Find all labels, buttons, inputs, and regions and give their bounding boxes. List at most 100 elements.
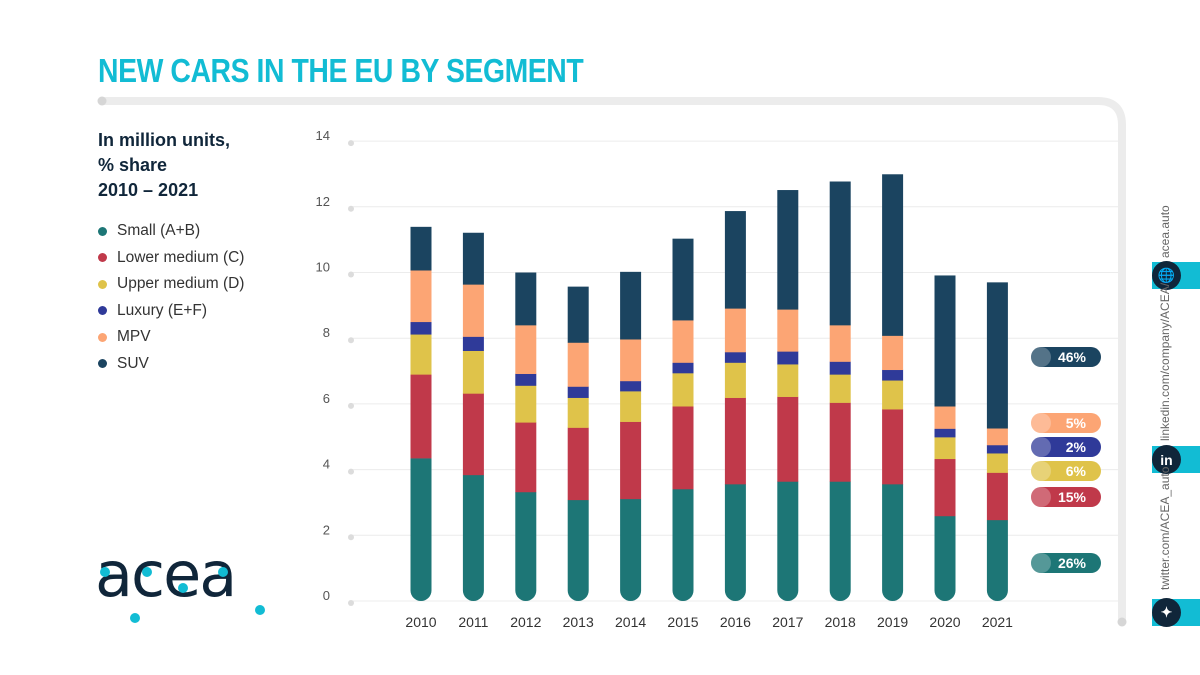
bar-segment [462,393,484,476]
share-pill: 2% [1031,437,1101,457]
legend-label: SUV [117,354,149,372]
legend-label: Lower medium (C) [117,248,245,266]
bar-segment [777,481,799,601]
bar-stack-2017 [777,190,799,601]
bar-segment [777,309,799,352]
bar-segment [620,271,642,340]
bar-segment [620,498,642,601]
globe-icon: 🌐 [1152,261,1181,290]
bar-segment [777,364,799,397]
bar-segment [986,453,1008,473]
bar-segment [934,437,956,460]
bar-segment [829,181,851,326]
bar-segment [515,373,537,386]
bar-segment [410,226,432,271]
bar-segment [829,325,851,362]
bar-stack-2019 [882,174,904,601]
legend: Small (A+B) Lower medium (C) Upper medium … [98,218,244,377]
x-tick-label: 2021 [982,614,1013,630]
bar-segment [672,238,694,321]
tick-dot [348,534,354,541]
legend-dot-icon [98,253,107,263]
bar-segment [829,374,851,403]
legend-label: Upper medium (D) [117,275,245,293]
bar-segment [515,422,537,493]
bar-segment [882,484,904,601]
share-pill: 15% [1031,487,1101,507]
legend-label: Luxury (E+F) [117,301,208,319]
bar-stack-2018 [829,181,851,601]
bar-segment [777,351,799,365]
bar-segment [567,386,589,398]
bar-stack-2021 [986,282,1008,601]
y-tick-label: 2 [323,522,330,537]
twitter-link[interactable]: ✦ [1152,598,1200,627]
linkedin-text[interactable]: linkedin.com/company/ACEA/ [1158,282,1172,441]
legend-dot-icon [98,306,107,316]
linkedin-link[interactable]: in [1152,445,1200,474]
subtitle: In million units, % share 2010 – 2021 [98,128,230,203]
bar-segment [986,428,1008,446]
share-label: 15% [1058,489,1087,505]
legend-item: Luxury (E+F) [98,298,244,325]
frame-dot [97,96,107,106]
bar-segment [672,320,694,363]
y-tick-label: 6 [323,391,330,406]
bar-segment [620,421,642,500]
share-pill: 5% [1031,413,1101,433]
tick-dot [348,337,354,344]
bar-segment [829,481,851,601]
website-text[interactable]: acea.auto [1158,205,1172,258]
tick-dot [348,402,354,409]
bar-segment [462,474,484,601]
x-tick-label: 2020 [929,614,960,630]
bar-segment [934,515,956,601]
bar-segment [620,339,642,382]
bar-segment [410,374,432,459]
x-tick-label: 2014 [615,614,646,630]
x-tick-label: 2018 [825,614,856,630]
linkedin-icon: in [1152,445,1181,474]
bar-segment [934,428,956,438]
bar-segment [567,427,589,501]
svg-text:acea: acea [95,548,235,611]
legend-dot-icon [98,226,107,236]
bar-segment [724,362,746,398]
bar-stack-2012 [515,272,537,601]
bar-segment [462,284,484,337]
legend-item: Upper medium (D) [98,271,244,298]
bar-segment [724,351,746,363]
frame-dot [1117,617,1127,627]
bar-segment [515,325,537,374]
legend-dot-icon [98,332,107,342]
website-link[interactable]: 🌐 [1152,261,1200,290]
y-tick-label: 4 [323,457,330,472]
bar-segment [882,369,904,381]
bar-segment [567,499,589,601]
bar-segment [515,491,537,601]
bar-segment [724,397,746,485]
bar-stack-2020 [934,275,956,601]
bar-segment [410,270,432,323]
bar-segment [567,397,589,428]
legend-dot-icon [98,279,107,289]
bar-segment [515,385,537,423]
tick-dot [348,600,354,606]
bar-segment [882,174,904,336]
share-pill: 46% [1031,347,1101,367]
bar-segment [986,444,1008,454]
twitter-icon: ✦ [1152,598,1181,627]
y-tick-label: 0 [323,588,330,603]
bar-segment [567,342,589,387]
share-label: 46% [1058,349,1087,365]
twitter-text[interactable]: twitter.com/ACEA_auto [1158,466,1172,590]
frame-line [98,97,1126,626]
legend-label: Small (A+B) [117,222,201,240]
x-tick-label: 2016 [720,614,751,630]
bar-segment [410,321,432,335]
bar-segment [462,232,484,285]
bar-stack-2010 [410,226,432,601]
share-label: 5% [1066,415,1087,431]
page-title: NEW CARS IN THE EU BY SEGMENT [98,52,584,89]
